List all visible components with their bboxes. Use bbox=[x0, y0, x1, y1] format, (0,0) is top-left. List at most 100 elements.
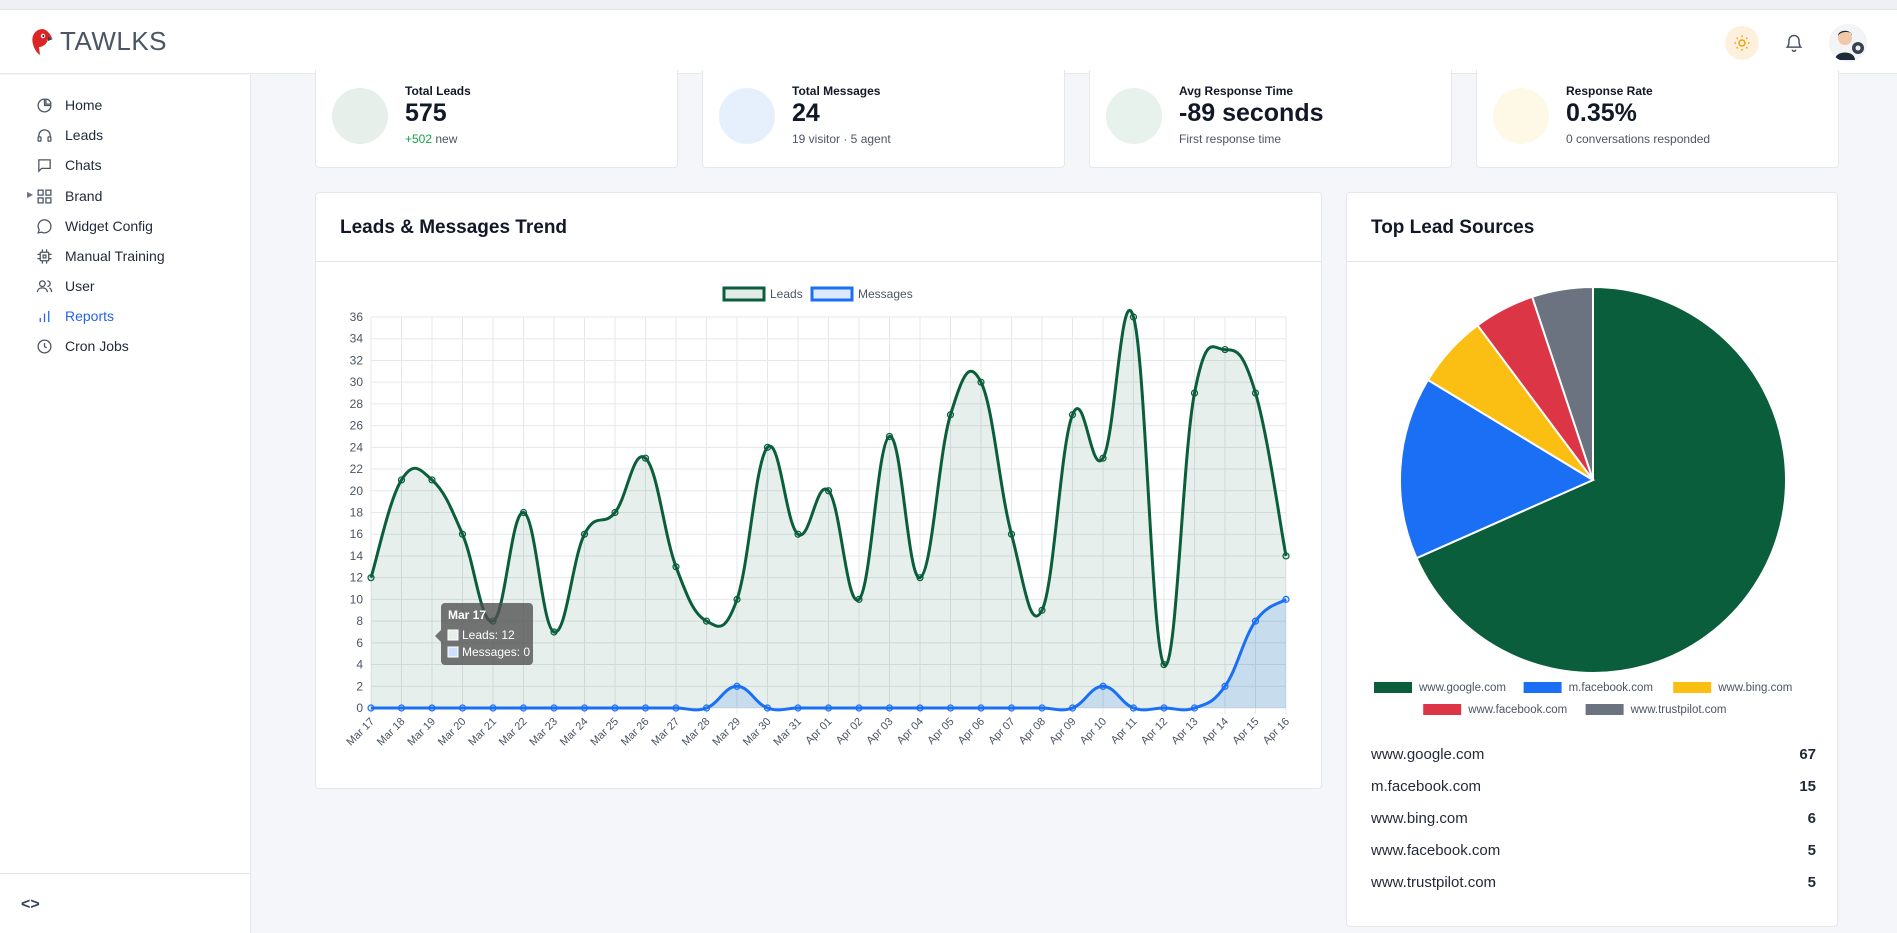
data-point-messages bbox=[458, 704, 467, 712]
x-tick-label: Apr 12 bbox=[1139, 716, 1170, 747]
sidebar-item-label: Brand bbox=[65, 188, 103, 204]
y-tick-label: 36 bbox=[350, 310, 364, 324]
collapse-sidebar-icon[interactable]: <> bbox=[21, 896, 40, 913]
x-tick-label: Apr 08 bbox=[1017, 716, 1048, 747]
x-tick-label: Mar 20 bbox=[436, 716, 469, 749]
pie-slice bbox=[1415, 285, 1787, 674]
data-point-leads bbox=[1282, 552, 1290, 560]
data-point-messages bbox=[916, 704, 924, 712]
x-tick-label: Mar 25 bbox=[588, 716, 621, 749]
x-tick-label: Apr 02 bbox=[834, 716, 865, 747]
data-point-leads bbox=[672, 563, 680, 571]
stat-value: -89 seconds bbox=[1179, 99, 1324, 127]
data-point-leads bbox=[733, 595, 741, 603]
x-tick-label: Mar 24 bbox=[558, 716, 591, 749]
sun-icon bbox=[1734, 35, 1750, 51]
notifications-button[interactable] bbox=[1781, 30, 1807, 56]
sidebar-item-leads[interactable]: Leads bbox=[36, 125, 103, 145]
legend-swatch bbox=[1374, 682, 1412, 693]
stat-sub-text: new bbox=[435, 132, 458, 146]
pie-chart-icon bbox=[37, 97, 52, 113]
sidebar-item-chats[interactable]: Chats bbox=[36, 155, 102, 175]
sidebar-item-label: User bbox=[65, 278, 95, 294]
x-tick-label: Mar 28 bbox=[680, 716, 713, 749]
sidebar-item-label: Chats bbox=[65, 157, 102, 173]
avatar-icon bbox=[1829, 24, 1867, 62]
data-point-leads bbox=[1129, 313, 1138, 321]
data-point-leads bbox=[916, 574, 924, 582]
data-point-messages bbox=[946, 704, 955, 712]
source-name: m.facebook.com bbox=[1371, 778, 1482, 795]
stat-card-avg-response-time: Avg Response Time -89 seconds First resp… bbox=[1089, 70, 1452, 168]
brand-expand-caret-icon[interactable]: ▶ bbox=[27, 190, 34, 199]
x-tick-label: Mar 18 bbox=[375, 716, 408, 749]
x-tick-label: Apr 05 bbox=[925, 716, 956, 747]
data-point-messages bbox=[885, 704, 894, 712]
y-tick-label: 20 bbox=[350, 484, 364, 498]
data-point-messages bbox=[580, 704, 589, 712]
source-name: www.trustpilot.com bbox=[1371, 874, 1497, 891]
source-count: 15 bbox=[1799, 778, 1816, 795]
sidebar-item-cron-jobs[interactable]: Cron Jobs bbox=[36, 336, 129, 356]
legend-label: Messages bbox=[858, 287, 913, 301]
user-avatar[interactable] bbox=[1829, 24, 1867, 62]
x-tick-label: Mar 23 bbox=[527, 716, 560, 749]
sidebar-footer: <> bbox=[0, 873, 251, 933]
x-tick-label: Apr 03 bbox=[864, 716, 895, 747]
x-tick-label: Apr 01 bbox=[803, 716, 834, 747]
data-point-messages bbox=[1038, 704, 1046, 712]
app-header: TAWLKS bbox=[0, 10, 1897, 74]
x-tick-label: Apr 14 bbox=[1200, 716, 1231, 747]
data-point-messages bbox=[824, 704, 833, 712]
theme-toggle-button[interactable] bbox=[1725, 26, 1759, 60]
stat-label: Total Leads bbox=[405, 84, 471, 98]
data-point-leads bbox=[397, 476, 406, 484]
legend-swatch bbox=[1673, 682, 1712, 693]
data-point-leads bbox=[458, 530, 467, 538]
pie-slice bbox=[1399, 378, 1596, 560]
stat-icon-circle bbox=[1493, 88, 1549, 144]
y-tick-label: 16 bbox=[350, 527, 364, 541]
data-point-messages bbox=[611, 704, 619, 712]
sidebar-item-label: Home bbox=[65, 97, 103, 113]
y-tick-label: 34 bbox=[350, 332, 364, 346]
stat-value: 24 bbox=[792, 99, 820, 127]
source-row: www.bing.com 6 bbox=[1371, 810, 1816, 827]
sidebar-item-widget-config[interactable]: Widget Config bbox=[36, 216, 153, 236]
data-point-leads bbox=[611, 508, 619, 517]
legend-swatch bbox=[1423, 704, 1462, 715]
sidebar-item-home[interactable]: Home bbox=[36, 95, 102, 115]
legend-label: www.trustpilot.com bbox=[1630, 704, 1727, 716]
lead-sources-pie-chart[interactable]: www.google.com m.facebook.com www.bing.com… bbox=[1347, 263, 1837, 723]
data-point-leads bbox=[794, 530, 802, 538]
tooltip-messages: Messages: 0 bbox=[462, 645, 530, 659]
stat-label: Avg Response Time bbox=[1179, 84, 1294, 98]
brand-logo[interactable]: TAWLKS bbox=[28, 26, 167, 57]
chip-icon bbox=[37, 248, 52, 264]
sidebar-item-label: Cron Jobs bbox=[65, 338, 129, 354]
x-tick-label: Apr 04 bbox=[895, 716, 926, 747]
trend-chart-title: Leads & Messages Trend bbox=[316, 193, 1321, 262]
tooltip-caret bbox=[435, 630, 441, 642]
parrot-logo-icon bbox=[32, 28, 53, 55]
data-point-messages bbox=[1190, 704, 1199, 712]
stat-card-response-rate: Response Rate 0.35% 0 conversations resp… bbox=[1476, 70, 1839, 168]
legend-swatch bbox=[1523, 682, 1562, 693]
x-tick-label: Mar 22 bbox=[497, 716, 530, 749]
chart-legend: Leads Messages bbox=[722, 286, 913, 302]
headset-icon bbox=[37, 128, 52, 142]
data-point-leads bbox=[702, 617, 711, 625]
legend-swatch bbox=[810, 286, 854, 302]
series-line-messages bbox=[371, 598, 1287, 712]
brand-name: TAWLKS bbox=[60, 26, 168, 56]
stat-card-total-messages: Total Messages 24 19 visitor · 5 agent bbox=[702, 70, 1065, 168]
data-point-messages bbox=[1221, 682, 1229, 690]
sidebar-item-user[interactable]: User bbox=[36, 276, 95, 296]
sidebar-item-reports[interactable]: Reports bbox=[36, 306, 114, 326]
sidebar-item-brand[interactable]: Brand bbox=[36, 186, 102, 206]
chat-icon bbox=[38, 158, 51, 173]
sidebar-item-manual-training[interactable]: Manual Training bbox=[36, 246, 165, 266]
pie-slice bbox=[1530, 285, 1594, 481]
y-tick-label: 2 bbox=[356, 679, 363, 693]
